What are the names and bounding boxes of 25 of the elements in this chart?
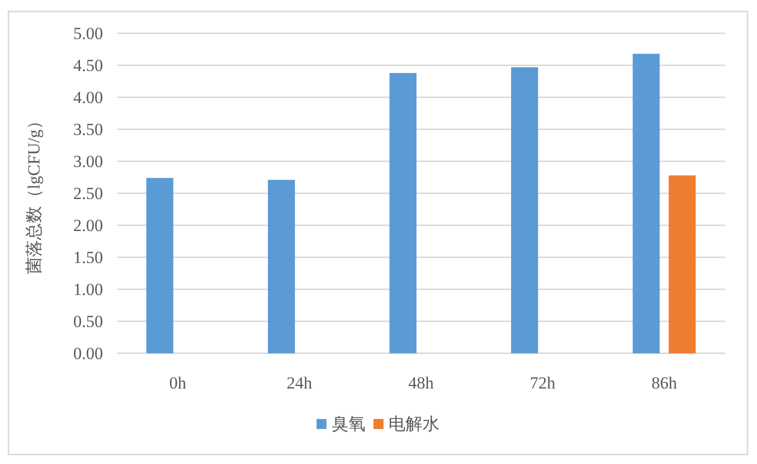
y-tick-label: 1.00 (73, 280, 103, 299)
bar (632, 54, 660, 354)
x-tick-label: 48h (408, 374, 434, 392)
x-tick-label: 0h (169, 374, 187, 392)
y-tick-label: 3.00 (73, 152, 103, 171)
y-tick-label: 5.00 (73, 24, 103, 43)
y-tick-label: 2.00 (73, 216, 103, 235)
x-tick-label: 86h (651, 374, 678, 392)
bar (268, 180, 295, 354)
legend-label: 电解水 (388, 414, 440, 434)
y-axis-title: 菌落总数（lgCFU/g） (24, 112, 44, 274)
bar (668, 175, 696, 354)
legend-label: 臭氧 (332, 414, 366, 434)
y-tick-label: 0.00 (73, 344, 103, 363)
y-tick-label: 4.00 (73, 88, 103, 107)
y-tick-label: 4.50 (73, 56, 103, 75)
y-tick-label: 0.50 (73, 312, 103, 331)
y-tick-label: 2.50 (73, 184, 103, 203)
x-tick-label: 72h (530, 374, 556, 392)
bar (146, 178, 174, 354)
y-tick-label: 3.50 (73, 120, 103, 139)
y-tick-label: 1.50 (73, 248, 103, 267)
bar (511, 67, 538, 354)
bar (390, 72, 416, 354)
x-tick-label: 24h (286, 374, 313, 392)
